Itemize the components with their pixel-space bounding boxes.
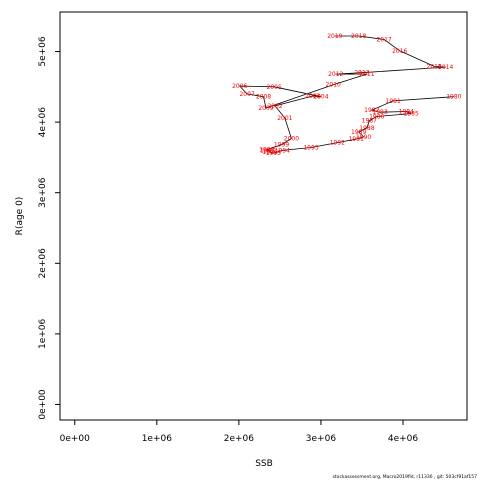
point-label: 1984 — [399, 109, 414, 116]
point-label: 1992 — [330, 140, 345, 147]
y-tick-label: 4e+06 — [38, 107, 48, 138]
plot-frame — [59, 11, 468, 421]
x-tick-label: 1e+06 — [142, 434, 173, 444]
point-label: 2004 — [313, 94, 328, 101]
y-tick-label: 2e+06 — [38, 248, 48, 279]
point-label: 2000 — [284, 135, 299, 142]
point-label: 2007 — [239, 91, 254, 98]
point-label: 2011 — [359, 71, 374, 78]
point-label: 2003 — [305, 93, 320, 100]
point-label: 1985 — [404, 111, 419, 118]
y-tick-label: 1e+06 — [38, 318, 48, 349]
y-axis-title: R(age 0) — [15, 197, 25, 236]
point-label: 1982 — [364, 107, 379, 114]
point-label: 1996 — [262, 149, 277, 156]
x-tick-label: 0e+00 — [60, 434, 91, 444]
point-label: 1980 — [446, 94, 461, 101]
point-label: 2013 — [354, 70, 369, 77]
point-label: 2019 — [327, 33, 342, 40]
point-label: 1998 — [259, 147, 274, 154]
point-label: 2012 — [328, 71, 343, 78]
point-label: 1988 — [359, 125, 374, 132]
point-label: 1981 — [386, 98, 401, 105]
point-label: 1983 — [372, 109, 387, 116]
point-label: 2014 — [438, 64, 453, 71]
point-label: 1989 — [351, 129, 366, 136]
point-label: 1993 — [303, 145, 318, 152]
x-axis-title: SSB — [255, 459, 273, 469]
point-label: 1999 — [274, 142, 289, 149]
y-tick-label: 3e+06 — [38, 177, 48, 208]
x-tick-label: 4e+06 — [388, 434, 419, 444]
y-tick-label: 5e+06 — [38, 36, 48, 67]
point-label: 1995 — [266, 150, 281, 157]
y-axis: 0e+00 1e+06 2e+06 3e+06 4e+06 5e+06 — [38, 36, 61, 420]
x-tick-label: 2e+06 — [224, 434, 255, 444]
point-label: 1990 — [356, 134, 371, 141]
point-label: 2016 — [392, 48, 407, 55]
x-axis: 0e+00 1e+06 2e+06 3e+06 4e+06 — [60, 419, 419, 444]
point-label: 2005 — [267, 84, 282, 91]
point-label: 1987 — [362, 118, 377, 125]
x-tick-label: 3e+06 — [306, 434, 337, 444]
y-tick-label: 0e+00 — [38, 389, 48, 420]
point-label: 2017 — [376, 37, 391, 44]
point-label: 2018 — [351, 33, 366, 40]
point-label: 2009 — [258, 105, 273, 112]
point-label: 2001 — [277, 115, 292, 122]
point-label: 1997 — [260, 147, 275, 154]
footnote: stockassessment.org, Macro2019fld, r1133… — [333, 474, 478, 480]
point-label: 1994 — [275, 147, 290, 154]
point-label: 2015 — [427, 63, 442, 70]
point-label: 2010 — [326, 82, 341, 89]
point-label: 2008 — [256, 94, 271, 101]
point-label: 2002 — [267, 103, 282, 110]
point-label: 1986 — [369, 113, 384, 120]
series-line — [238, 35, 454, 154]
point-label: 2006 — [232, 83, 247, 90]
point-label: 1991 — [349, 136, 364, 143]
